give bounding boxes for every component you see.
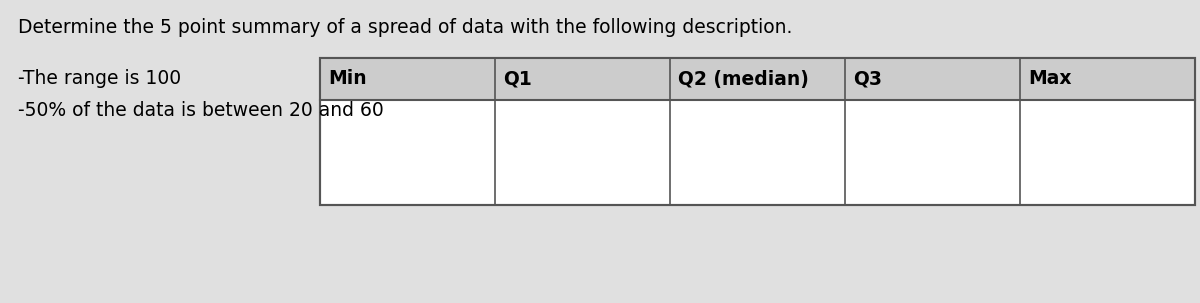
Bar: [320, 58, 1195, 205]
Text: Q2 (median): Q2 (median): [678, 69, 809, 88]
Text: -50% of the data is between 20 and 60: -50% of the data is between 20 and 60: [18, 101, 384, 119]
Text: Max: Max: [1028, 69, 1072, 88]
Bar: [320, 58, 1195, 205]
Text: Q3: Q3: [853, 69, 882, 88]
Text: Determine the 5 point summary of a spread of data with the following description: Determine the 5 point summary of a sprea…: [18, 18, 792, 37]
Text: Q1: Q1: [503, 69, 532, 88]
Text: -The range is 100: -The range is 100: [18, 68, 181, 88]
Text: Min: Min: [328, 69, 367, 88]
Bar: [320, 58, 1195, 100]
